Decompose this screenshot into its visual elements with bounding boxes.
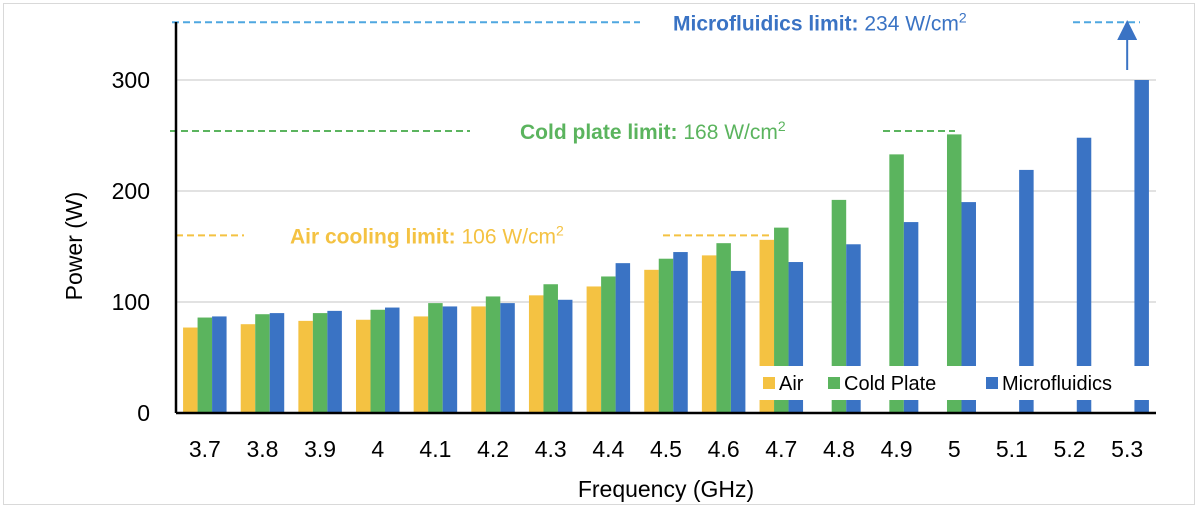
x-tick-label-4.7: 4.7 [765, 436, 797, 462]
x-tick-label-3.8: 3.8 [246, 436, 278, 462]
x-tick-label-4.6: 4.6 [708, 436, 740, 462]
x-tick-label-4.5: 4.5 [650, 436, 682, 462]
bar-air-4.3 [528, 295, 544, 413]
bar-air-3.9 [298, 320, 313, 413]
limit-label-value-2: 234 W/cm [864, 12, 959, 35]
bar-cold-plate-4.4 [601, 276, 616, 413]
bar-cold-plate-5 [946, 134, 962, 413]
x-tick-label-4.8: 4.8 [823, 436, 855, 462]
legend-background [755, 366, 1150, 400]
bar-microfluidics-4.3 [557, 299, 573, 413]
legend-label-cold-plate: Cold Plate [844, 373, 936, 395]
x-tick-label-4.2: 4.2 [477, 436, 509, 462]
bar-air-3.7 [183, 327, 198, 413]
bar-cold-plate-3.8 [255, 314, 270, 413]
bar-cold-plate-4.3 [543, 284, 558, 413]
bar-cold-plate-4.1 [428, 303, 443, 413]
bar-microfluidics-5.3 [1134, 80, 1149, 413]
bar-air-4 [356, 319, 371, 413]
bar-microfluidics-4 [385, 307, 400, 413]
x-tick-label-4.9: 4.9 [881, 436, 913, 462]
limit-label-name-1: Cold plate limit: [520, 121, 683, 144]
limit-label-name-2: Microfluidics limit: [673, 12, 864, 35]
y-tick-label-200: 200 [112, 178, 150, 204]
x-tick-label-4: 4 [371, 436, 384, 462]
x-tick-label-5.1: 5.1 [996, 436, 1028, 462]
x-tick-label-5.3: 5.3 [1111, 436, 1143, 462]
y-tick-label-100: 100 [112, 289, 150, 315]
x-tick-label-5.2: 5.2 [1054, 436, 1086, 462]
limit-label-sup-1: 2 [778, 118, 786, 134]
bar-air-4.1 [413, 316, 429, 413]
legend-label-air: Air [779, 373, 804, 395]
legend-swatch-cold-plate [828, 377, 840, 389]
y-tick-label-0: 0 [137, 400, 150, 426]
bar-air-4.4 [586, 286, 602, 413]
bar-cold-plate-4 [370, 309, 386, 413]
x-tick-label-5: 5 [948, 436, 961, 462]
bar-cold-plate-3.7 [197, 317, 213, 413]
bar-microfluidics-5.1 [1019, 169, 1034, 413]
y-axis-label: Power (W) [61, 192, 87, 301]
bar-cold-plate-4.6 [716, 243, 731, 413]
x-axis-label: Frequency (GHz) [578, 476, 754, 502]
limit-label-sup-0: 2 [556, 222, 564, 238]
bar-cold-plate-4.8 [831, 199, 847, 413]
x-tick-label-4.4: 4.4 [592, 436, 624, 462]
bar-microfluidics-4.5 [673, 252, 688, 413]
bar-microfluidics-4.2 [500, 303, 515, 413]
x-tick-label-4.3: 4.3 [535, 436, 567, 462]
bar-cold-plate-3.9 [312, 313, 328, 413]
bar-microfluidics-3.7 [212, 316, 227, 413]
bar-cold-plate-4.2 [485, 296, 501, 413]
bar-microfluidics-3.9 [327, 310, 342, 413]
legend-swatch-air [763, 377, 775, 389]
bar-microfluidics-5.2 [1076, 137, 1092, 413]
bar-microfluidics-3.8 [269, 313, 285, 413]
y-tick-label-300: 300 [112, 67, 150, 93]
bar-air-4.5 [644, 269, 659, 413]
bar-cold-plate-4.9 [889, 154, 904, 413]
limit-label-sup-2: 2 [959, 9, 967, 25]
limit-label-name-0: Air cooling limit: [290, 225, 462, 248]
limit-label-1: Cold plate limit: 168 W/cm2 [520, 118, 786, 144]
legend-label-microfluidics: Microfluidics [1002, 373, 1112, 395]
limit-label-0: Air cooling limit: 106 W/cm2 [290, 222, 564, 248]
bar-microfluidics-4.6 [730, 270, 746, 413]
bar-microfluidics-4.1 [442, 306, 458, 413]
bar-air-4.6 [701, 255, 717, 413]
x-tick-label-3.9: 3.9 [304, 436, 336, 462]
x-tick-label-4.1: 4.1 [419, 436, 451, 462]
limit-label-value-1: 168 W/cm [683, 121, 778, 144]
limit-label-value-0: 106 W/cm [462, 225, 557, 248]
x-tick-label-3.7: 3.7 [189, 436, 221, 462]
legend-swatch-microfluidics [986, 377, 998, 389]
bar-air-3.8 [240, 324, 256, 413]
limit-label-2: Microfluidics limit: 234 W/cm2 [673, 9, 967, 35]
bar-air-4.2 [471, 306, 486, 413]
bar-microfluidics-5 [961, 202, 976, 413]
bar-microfluidics-4.4 [615, 263, 631, 413]
bar-microfluidics-4.9 [903, 222, 919, 413]
chart-frame [3, 3, 1195, 505]
bar-cold-plate-4.5 [658, 258, 674, 413]
